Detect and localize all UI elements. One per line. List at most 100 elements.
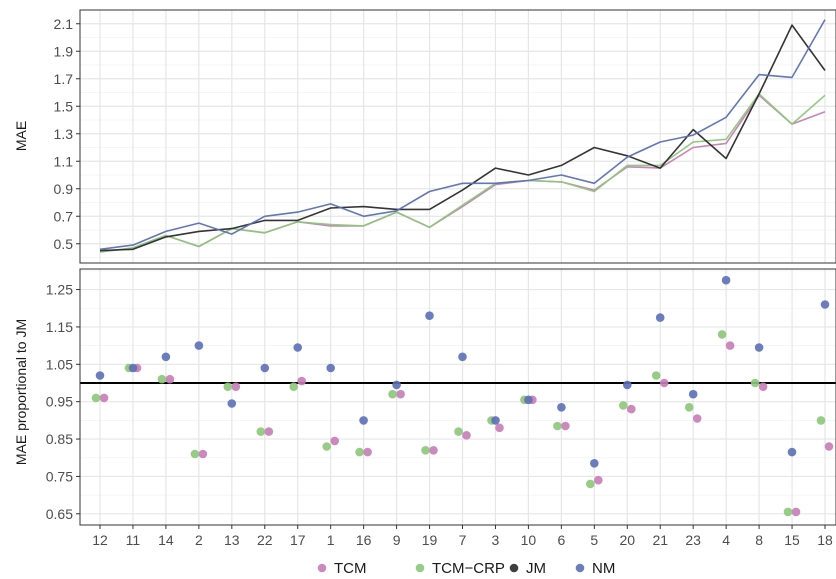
bottom-panel-border [79,268,836,526]
point-nm [227,399,237,408]
point-tcm [396,389,405,399]
point-nm [128,363,138,373]
x-tick-label: 3 [492,532,500,548]
top-y-tick-label: 1.3 [54,126,74,142]
point-nm [161,352,171,362]
x-tick-label: 18 [817,532,833,548]
x-tick-label: 23 [685,532,701,548]
point-nm [458,352,467,362]
point-nm [293,343,303,352]
point-nm [688,389,698,399]
point-tcm [330,436,340,446]
x-tick-label: 13 [224,532,240,548]
point-tcm [495,423,504,433]
point-nm [557,403,566,412]
top-y-tick-label: 0.7 [54,208,74,224]
point-tcm-crp [355,447,364,457]
x-tick-label: 6 [557,532,565,548]
point-nm [590,459,599,468]
point-tcm [231,382,241,392]
bottom-y-axis-label: MAE proportional to JM [13,319,29,465]
point-tcm-crp [256,427,266,436]
top-panel-border [79,9,836,264]
top-panel-mae: 0.5 0.7 0.9 1.1 1.3 1.5 1.7 1.9 2.1 [54,9,836,264]
x-tick-label: 2 [195,532,203,548]
bottom-y-tick-label: 1.25 [46,282,73,298]
point-tcm [99,393,109,403]
x-tick-label: 11 [126,532,141,548]
legend-label: TCM [334,560,367,577]
point-tcm-crp [717,330,727,339]
point-tcm-crp [388,389,397,399]
x-tick-label: 1 [327,532,335,548]
bottom-y-tick-label: 0.75 [46,468,73,484]
point-tcm [264,427,274,436]
legend-key-2 [509,563,519,573]
top-plot-area [80,10,836,263]
point-tcm [429,446,438,455]
point-nm [491,416,500,425]
point-nm [392,380,401,390]
x-tick-label: 10 [521,532,537,548]
point-nm [787,447,797,457]
point-nm [95,371,105,380]
x-tick-label: 5 [590,532,598,548]
bottom-y-tick-label: 0.65 [46,506,73,522]
bottom-plot-area [80,269,836,525]
point-nm [754,343,764,352]
point-tcm [758,382,768,392]
point-tcm-crp [816,416,826,425]
legend-key-3 [575,563,585,573]
point-tcm [824,442,834,451]
bottom-y-tick-label: 1.05 [46,356,73,372]
point-nm [721,275,731,285]
point-tcm [297,376,307,386]
legend: TCM TCM−CRP JM NM [317,560,615,577]
point-tcm [561,421,570,431]
legend-label: NM [592,560,615,577]
point-tcm-crp [421,446,430,455]
point-nm [359,416,368,425]
point-nm [655,313,665,322]
point-tcm-crp [190,449,200,459]
point-tcm-crp [289,382,299,392]
point-nm [623,380,632,390]
line-series-jm [99,24,826,252]
bottom-panel-proportional: 0.65 0.75 0.85 0.95 1.05 1.15 1.25 [46,268,836,526]
x-axis: 12 11 14 2 13 22 17 1 16 9 19 7 3 10 6 5 20 21 23 4 8 15 18 [92,525,833,548]
top-y-tick-label: 0.5 [54,236,74,252]
top-y-tick-label: 1.1 [54,153,74,169]
point-tcm-crp [157,374,167,384]
point-tcm [791,507,801,517]
point-tcm [165,374,175,384]
point-tcm [363,447,372,457]
point-tcm-crp [454,427,463,436]
point-nm [260,363,270,373]
point-nm [524,395,533,405]
x-tick-label: 17 [290,532,306,548]
point-tcm-crp [783,507,793,517]
point-nm [820,300,830,309]
bottom-y-tick-label: 1.15 [46,319,73,335]
point-nm [326,363,336,373]
point-tcm-crp [750,378,760,388]
point-tcm-crp [223,382,233,392]
x-tick-label: 9 [393,532,401,548]
point-tcm [594,475,603,485]
x-tick-label: 12 [92,532,108,548]
x-tick-label: 7 [459,532,467,548]
top-y-tick-label: 2.1 [54,16,74,32]
top-y-axis-label: MAE [13,121,29,151]
top-y-tick-label: 1.9 [54,43,74,59]
point-nm [194,341,204,350]
point-tcm [627,404,636,414]
point-tcm-crp [553,421,562,431]
point-tcm [659,378,669,388]
x-tick-label: 4 [722,532,730,548]
point-nm [425,311,434,321]
point-tcm-crp [586,479,595,489]
point-tcm-crp [684,403,694,412]
point-tcm-crp [651,371,661,380]
point-tcm-crp [322,442,332,451]
